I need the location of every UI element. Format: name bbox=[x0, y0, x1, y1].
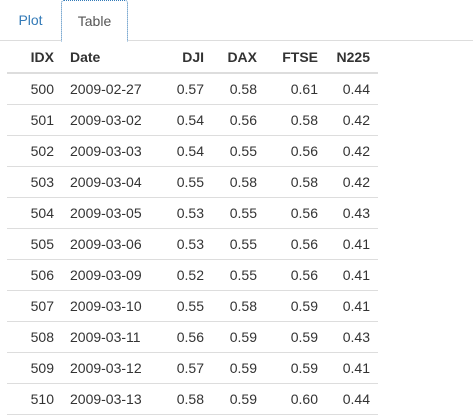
cell-date: 2009-03-05 bbox=[62, 197, 163, 229]
tab-plot[interactable]: Plot bbox=[18, 12, 43, 28]
cell-dji: 0.54 bbox=[163, 135, 212, 167]
table-row: 500 2009-02-27 0.57 0.58 0.61 0.44 bbox=[7, 73, 378, 105]
cell-dji: 0.54 bbox=[163, 104, 212, 136]
cell-n225: 0.42 bbox=[326, 166, 378, 198]
cell-n225: 0.44 bbox=[326, 73, 378, 105]
cell-idx: 502 bbox=[7, 135, 62, 167]
header-n225[interactable]: N225 bbox=[326, 41, 378, 74]
cell-date: 2009-03-12 bbox=[62, 352, 163, 384]
cell-dax: 0.58 bbox=[212, 166, 265, 198]
cell-dax: 0.55 bbox=[212, 135, 265, 167]
cell-ftse: 0.56 bbox=[265, 228, 326, 260]
cell-dax: 0.58 bbox=[212, 290, 265, 322]
cell-dji: 0.52 bbox=[163, 259, 212, 291]
cell-idx: 503 bbox=[7, 166, 62, 198]
cell-n225: 0.42 bbox=[326, 135, 378, 167]
cell-n225: 0.41 bbox=[326, 290, 378, 322]
table-row: 510 2009-03-13 0.58 0.59 0.60 0.44 bbox=[7, 383, 378, 415]
data-table: IDX Date DJI DAX FTSE N225 500 2009-02-27… bbox=[7, 41, 378, 415]
cell-dax: 0.58 bbox=[212, 73, 265, 105]
header-dji[interactable]: DJI bbox=[163, 41, 212, 74]
table-row: 503 2009-03-04 0.55 0.58 0.58 0.42 bbox=[7, 166, 378, 198]
cell-idx: 508 bbox=[7, 321, 62, 353]
cell-dax: 0.59 bbox=[212, 352, 265, 384]
cell-date: 2009-03-13 bbox=[62, 383, 163, 415]
cell-idx: 505 bbox=[7, 228, 62, 260]
cell-date: 2009-03-10 bbox=[62, 290, 163, 322]
cell-ftse: 0.59 bbox=[265, 321, 326, 353]
cell-dji: 0.53 bbox=[163, 197, 212, 229]
cell-ftse: 0.59 bbox=[265, 290, 326, 322]
cell-dji: 0.57 bbox=[163, 73, 212, 105]
header-date[interactable]: Date bbox=[62, 41, 163, 74]
cell-dax: 0.59 bbox=[212, 383, 265, 415]
cell-idx: 501 bbox=[7, 104, 62, 136]
cell-dax: 0.55 bbox=[212, 228, 265, 260]
cell-idx: 506 bbox=[7, 259, 62, 291]
cell-ftse: 0.60 bbox=[265, 383, 326, 415]
cell-n225: 0.44 bbox=[326, 383, 378, 415]
cell-dji: 0.55 bbox=[163, 290, 212, 322]
cell-dax: 0.55 bbox=[212, 197, 265, 229]
cell-date: 2009-03-11 bbox=[62, 321, 163, 353]
cell-ftse: 0.59 bbox=[265, 352, 326, 384]
cell-n225: 0.43 bbox=[326, 197, 378, 229]
header-idx[interactable]: IDX bbox=[7, 41, 62, 74]
cell-ftse: 0.58 bbox=[265, 166, 326, 198]
cell-idx: 507 bbox=[7, 290, 62, 322]
cell-dax: 0.55 bbox=[212, 259, 265, 291]
table-row: 502 2009-03-03 0.54 0.55 0.56 0.42 bbox=[7, 135, 378, 167]
cell-dax: 0.59 bbox=[212, 321, 265, 353]
cell-idx: 500 bbox=[7, 73, 62, 105]
header-ftse[interactable]: FTSE bbox=[265, 41, 326, 74]
table-body: 500 2009-02-27 0.57 0.58 0.61 0.44 501 2009-03-… bbox=[7, 73, 378, 415]
table-row: 509 2009-03-12 0.57 0.59 0.59 0.41 bbox=[7, 352, 378, 384]
table-row: 508 2009-03-11 0.56 0.59 0.59 0.43 bbox=[7, 321, 378, 353]
cell-ftse: 0.56 bbox=[265, 259, 326, 291]
cell-date: 2009-03-09 bbox=[62, 259, 163, 291]
cell-idx: 504 bbox=[7, 197, 62, 229]
tab-table[interactable]: Table bbox=[61, 0, 128, 42]
tab-bar: Plot Table bbox=[0, 0, 473, 42]
cell-ftse: 0.58 bbox=[265, 104, 326, 136]
cell-n225: 0.41 bbox=[326, 259, 378, 291]
header-row: IDX Date DJI DAX FTSE N225 bbox=[7, 41, 378, 74]
cell-ftse: 0.56 bbox=[265, 197, 326, 229]
table-row: 507 2009-03-10 0.55 0.58 0.59 0.41 bbox=[7, 290, 378, 322]
cell-dji: 0.53 bbox=[163, 228, 212, 260]
table-row: 505 2009-03-06 0.53 0.55 0.56 0.41 bbox=[7, 228, 378, 260]
cell-date: 2009-02-27 bbox=[62, 73, 163, 105]
cell-dji: 0.56 bbox=[163, 321, 212, 353]
cell-date: 2009-03-06 bbox=[62, 228, 163, 260]
cell-dax: 0.56 bbox=[212, 104, 265, 136]
table-header: IDX Date DJI DAX FTSE N225 bbox=[7, 41, 378, 74]
cell-ftse: 0.61 bbox=[265, 73, 326, 105]
cell-idx: 509 bbox=[7, 352, 62, 384]
cell-dji: 0.58 bbox=[163, 383, 212, 415]
cell-idx: 510 bbox=[7, 383, 62, 415]
table-row: 501 2009-03-02 0.54 0.56 0.58 0.42 bbox=[7, 104, 378, 136]
header-dax[interactable]: DAX bbox=[212, 41, 265, 74]
table-row: 506 2009-03-09 0.52 0.55 0.56 0.41 bbox=[7, 259, 378, 291]
cell-n225: 0.41 bbox=[326, 352, 378, 384]
cell-n225: 0.41 bbox=[326, 228, 378, 260]
cell-n225: 0.43 bbox=[326, 321, 378, 353]
cell-date: 2009-03-04 bbox=[62, 166, 163, 198]
cell-dji: 0.57 bbox=[163, 352, 212, 384]
cell-date: 2009-03-03 bbox=[62, 135, 163, 167]
cell-n225: 0.42 bbox=[326, 104, 378, 136]
cell-dji: 0.55 bbox=[163, 166, 212, 198]
table-row: 504 2009-03-05 0.53 0.55 0.56 0.43 bbox=[7, 197, 378, 229]
cell-ftse: 0.56 bbox=[265, 135, 326, 167]
cell-date: 2009-03-02 bbox=[62, 104, 163, 136]
